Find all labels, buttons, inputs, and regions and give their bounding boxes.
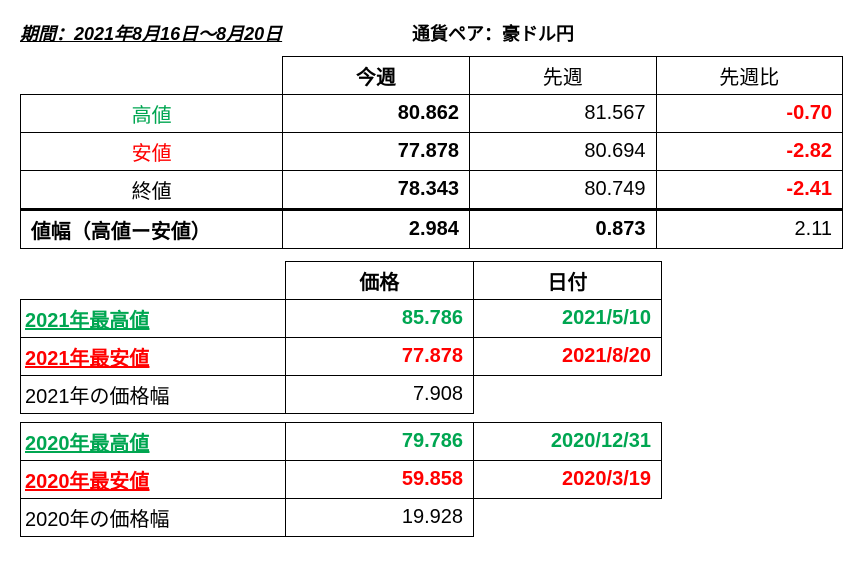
cell-change: -2.82: [656, 133, 842, 171]
cell-value: 80.694: [469, 133, 656, 171]
cell-value: 79.786: [286, 423, 474, 461]
table-header-row: 今週 先週 先週比: [21, 57, 843, 95]
cell-value: 77.878: [286, 338, 474, 376]
y2021-range-label: 2021年の価格幅: [21, 376, 286, 414]
y2020-range-label: 2020年の価格幅: [21, 499, 286, 537]
cell-date: 2021/8/20: [474, 338, 662, 376]
col-date: 日付: [474, 262, 662, 300]
col-price: 価格: [286, 262, 474, 300]
table-row: 安値 77.878 80.694 -2.82: [21, 133, 843, 171]
cell-value: 80.862: [283, 95, 470, 133]
cell-value: 77.878: [283, 133, 470, 171]
y2021-high-label: 2021年最高値: [21, 300, 286, 338]
cell-value: 78.343: [283, 171, 470, 210]
pair-label: 通貨ペア：豪ドル円: [412, 20, 574, 46]
weekly-table: 今週 先週 先週比 高値 80.862 81.567 -0.70 安値 77.8…: [20, 56, 843, 249]
row-label-close: 終値: [21, 171, 283, 210]
yearly-table: 価格 日付 2021年最高値 85.786 2021/5/10 2021年最安値…: [20, 261, 662, 414]
range-label: 値幅（高値ー安値）: [21, 210, 283, 249]
period-label: 期間：2021年8月16日～8月20日: [20, 20, 282, 46]
cell-date: 2021/5/10: [474, 300, 662, 338]
cell-date: 2020/12/31: [474, 423, 662, 461]
empty-cell: [21, 57, 283, 95]
row-label-high: 高値: [21, 95, 283, 133]
cell-value: 7.908: [286, 376, 474, 414]
cell-value: 85.786: [286, 300, 474, 338]
y2021-low-label: 2021年最安値: [21, 338, 286, 376]
cell-value: 19.928: [286, 499, 474, 537]
row-label-low: 安値: [21, 133, 283, 171]
table-row: 終値 78.343 80.749 -2.41: [21, 171, 843, 210]
table-row: 2021年最安値 77.878 2021/8/20: [21, 338, 662, 376]
table-row: 2020年最安値 59.858 2020/3/19: [21, 461, 662, 499]
empty-cell: [474, 376, 662, 414]
cell-value: 0.873: [469, 210, 656, 249]
cell-value: 81.567: [469, 95, 656, 133]
table-row: 2021年最高値 85.786 2021/5/10: [21, 300, 662, 338]
header-row: 期間：2021年8月16日～8月20日 通貨ペア：豪ドル円: [20, 20, 843, 46]
table-row: 高値 80.862 81.567 -0.70: [21, 95, 843, 133]
table-row: 2020年の価格幅 19.928: [21, 499, 662, 537]
empty-cell: [21, 262, 286, 300]
col-this-week: 今週: [283, 57, 470, 95]
y2020-high-label: 2020年最高値: [21, 423, 286, 461]
y2020-low-label: 2020年最安値: [21, 461, 286, 499]
range-row: 値幅（高値ー安値） 2.984 0.873 2.11: [21, 210, 843, 249]
table-row: 2020年最高値 79.786 2020/12/31: [21, 423, 662, 461]
cell-change: -2.41: [656, 171, 842, 210]
empty-cell: [474, 499, 662, 537]
cell-date: 2020/3/19: [474, 461, 662, 499]
cell-value: 2.984: [283, 210, 470, 249]
col-change: 先週比: [656, 57, 842, 95]
cell-value: 80.749: [469, 171, 656, 210]
cell-change: 2.11: [656, 210, 842, 249]
cell-change: -0.70: [656, 95, 842, 133]
col-last-week: 先週: [469, 57, 656, 95]
table-row: 2021年の価格幅 7.908: [21, 376, 662, 414]
cell-value: 59.858: [286, 461, 474, 499]
table-header-row: 価格 日付: [21, 262, 662, 300]
yearly-table-2020: 2020年最高値 79.786 2020/12/31 2020年最安値 59.8…: [20, 422, 662, 537]
